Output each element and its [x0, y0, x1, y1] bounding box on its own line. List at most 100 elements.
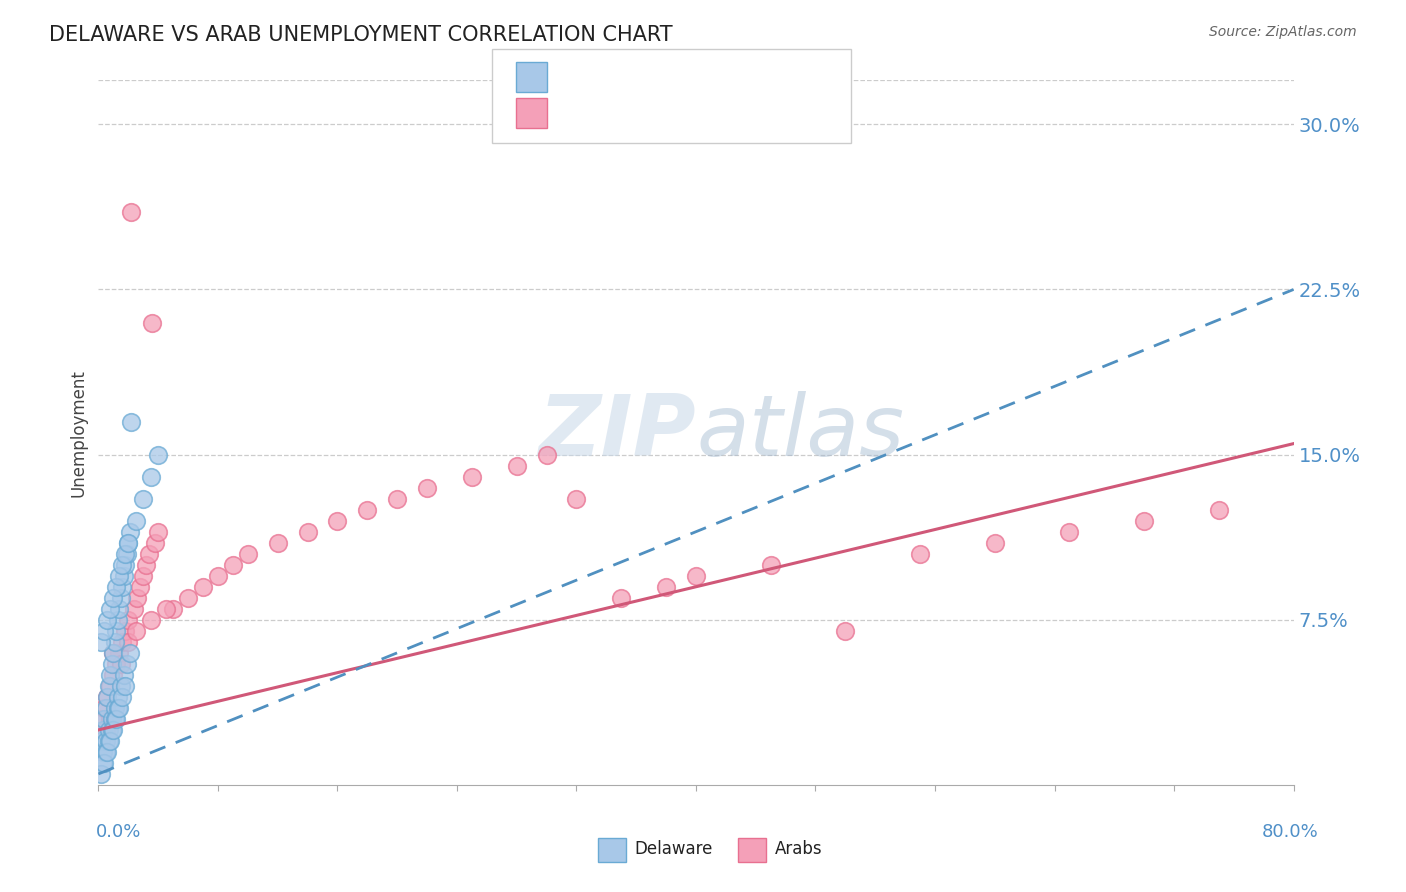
- Point: [94, 701, 117, 715]
- Point: [107, 690, 129, 704]
- Point: [93, 624, 115, 638]
- Text: Delaware: Delaware: [634, 840, 713, 858]
- Point: [117, 613, 139, 627]
- Point: [90, 635, 112, 649]
- Text: R =  0.155   N = 60: R = 0.155 N = 60: [558, 68, 734, 86]
- Point: [148, 524, 170, 539]
- Point: [191, 580, 214, 594]
- Point: [127, 591, 149, 605]
- Point: [120, 205, 142, 219]
- Point: [610, 591, 633, 605]
- Point: [94, 745, 117, 759]
- Point: [236, 547, 259, 561]
- Point: [103, 723, 125, 737]
- Point: [112, 668, 135, 682]
- Point: [125, 624, 148, 638]
- Text: Arabs: Arabs: [775, 840, 823, 858]
- Point: [416, 481, 439, 495]
- Point: [207, 568, 229, 582]
- Point: [105, 624, 128, 638]
- Point: [110, 591, 132, 605]
- Point: [91, 745, 114, 759]
- Point: [101, 712, 124, 726]
- Point: [115, 547, 138, 561]
- Point: [110, 657, 132, 671]
- Point: [135, 558, 157, 572]
- Point: [125, 514, 148, 528]
- Point: [98, 734, 122, 748]
- Point: [155, 601, 177, 615]
- Point: [139, 469, 162, 483]
- Text: 80.0%: 80.0%: [1263, 823, 1319, 841]
- Point: [118, 646, 141, 660]
- Point: [129, 580, 152, 594]
- Point: [98, 679, 122, 693]
- Point: [96, 745, 118, 759]
- Point: [107, 701, 129, 715]
- Point: [111, 690, 134, 704]
- Point: [1059, 524, 1081, 539]
- Point: [90, 734, 112, 748]
- Point: [834, 624, 856, 638]
- Point: [506, 458, 529, 473]
- Point: [97, 723, 120, 737]
- Point: [114, 558, 136, 572]
- Point: [105, 657, 128, 671]
- Point: [267, 535, 290, 549]
- Text: 0.0%: 0.0%: [96, 823, 141, 841]
- Point: [138, 547, 160, 561]
- Point: [110, 679, 132, 693]
- Point: [93, 701, 115, 715]
- Point: [759, 558, 782, 572]
- Point: [111, 558, 134, 572]
- Point: [108, 701, 131, 715]
- Point: [103, 668, 125, 682]
- Point: [96, 690, 118, 704]
- Point: [98, 712, 122, 726]
- Point: [107, 613, 129, 627]
- Point: [98, 668, 122, 682]
- Point: [108, 601, 131, 615]
- Point: [118, 524, 141, 539]
- Point: [111, 580, 134, 594]
- Point: [97, 734, 120, 748]
- Point: [356, 502, 378, 516]
- Point: [101, 657, 124, 671]
- Point: [141, 316, 163, 330]
- Point: [96, 613, 118, 627]
- Point: [143, 535, 166, 549]
- Point: [103, 646, 125, 660]
- Point: [385, 491, 409, 506]
- Point: [120, 415, 142, 429]
- Point: [111, 635, 134, 649]
- Point: [94, 723, 117, 737]
- Point: [94, 734, 117, 748]
- Point: [90, 712, 112, 726]
- Point: [112, 568, 135, 582]
- Point: [90, 767, 112, 781]
- Point: [101, 723, 124, 737]
- Point: [132, 568, 155, 582]
- Point: [326, 514, 349, 528]
- Point: [96, 690, 118, 704]
- Point: [908, 547, 931, 561]
- Point: [685, 568, 707, 582]
- Text: Source: ZipAtlas.com: Source: ZipAtlas.com: [1209, 25, 1357, 39]
- Point: [108, 568, 131, 582]
- Text: DELAWARE VS ARAB UNEMPLOYMENT CORRELATION CHART: DELAWARE VS ARAB UNEMPLOYMENT CORRELATIO…: [49, 25, 673, 45]
- Point: [177, 591, 200, 605]
- Point: [132, 491, 155, 506]
- Point: [984, 535, 1007, 549]
- Text: atlas: atlas: [696, 391, 904, 475]
- Y-axis label: Unemployment: Unemployment: [69, 368, 87, 497]
- Point: [139, 613, 162, 627]
- Point: [297, 524, 319, 539]
- Point: [114, 679, 136, 693]
- Point: [148, 448, 170, 462]
- Point: [105, 712, 128, 726]
- Point: [162, 601, 184, 615]
- Point: [103, 646, 125, 660]
- Point: [114, 624, 136, 638]
- Point: [105, 580, 128, 594]
- Point: [117, 535, 139, 549]
